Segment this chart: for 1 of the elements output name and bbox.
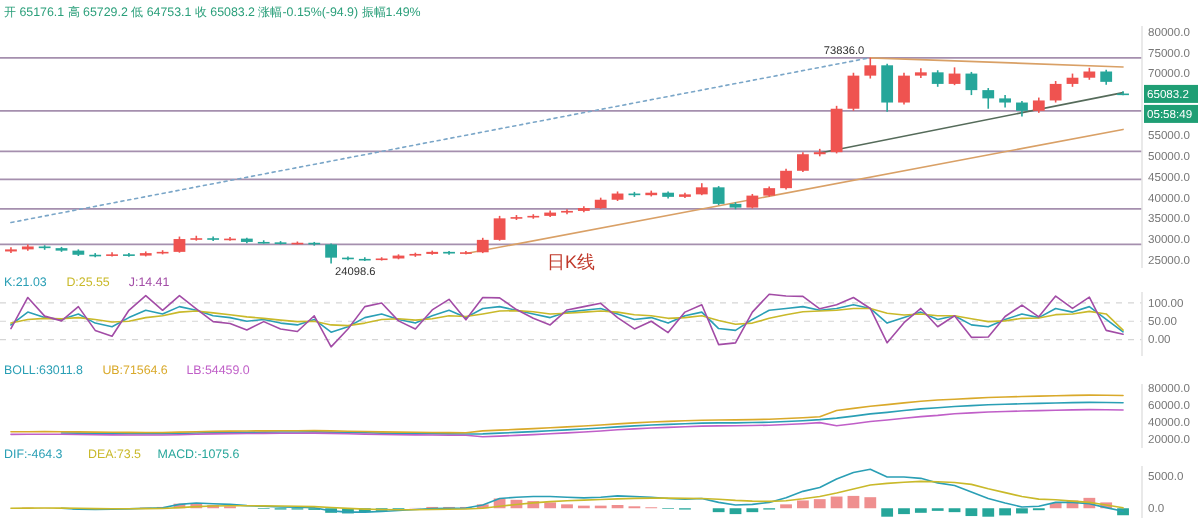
annotation: 日K线 xyxy=(546,252,596,272)
